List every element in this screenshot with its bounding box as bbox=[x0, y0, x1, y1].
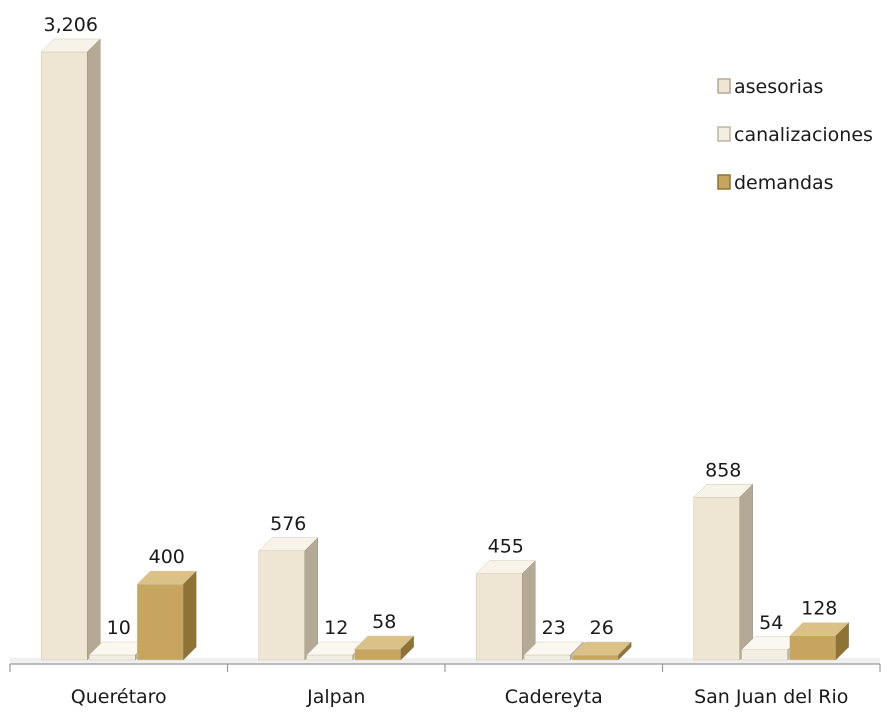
bar-front-face bbox=[258, 550, 305, 661]
axis-layer: Querétaro Jalpan Cadereyta San Juan del Rio bbox=[9, 658, 881, 708]
bar-asesorias-cadereyta bbox=[475, 560, 536, 661]
bar-front-face bbox=[741, 649, 788, 661]
data-label-demandas-cadereyta: 26 bbox=[590, 617, 614, 639]
data-label-asesorias-queretaro: 3,206 bbox=[44, 14, 98, 36]
bar-front-face bbox=[476, 573, 523, 661]
data-label-canalizaciones-cadereyta: 23 bbox=[542, 617, 566, 639]
bar-side-face bbox=[739, 483, 753, 661]
x-tick-label-queretaro: Querétaro bbox=[71, 686, 167, 708]
legend-label: asesorias bbox=[734, 76, 823, 98]
bar-front-face bbox=[354, 648, 401, 661]
bar-front-face bbox=[89, 654, 136, 661]
bar-front-face bbox=[524, 654, 571, 661]
bar-demandas-queretaro bbox=[136, 570, 197, 661]
legend: asesorias canalizaciones demandas bbox=[717, 76, 873, 194]
data-label-demandas-jalpan: 58 bbox=[372, 611, 396, 633]
bar-front-face bbox=[306, 654, 353, 661]
legend-item-canalizaciones: canalizaciones bbox=[717, 124, 873, 146]
x-tick-label-cadereyta: Cadereyta bbox=[505, 686, 603, 708]
bars-layer bbox=[40, 38, 850, 661]
bar-side-face bbox=[183, 570, 197, 661]
legend-label: demandas bbox=[734, 172, 834, 194]
data-label-canalizaciones-jalpan: 12 bbox=[324, 617, 348, 639]
floor-shadow bbox=[10, 658, 880, 664]
data-label-demandas-san-juan-del-rio: 128 bbox=[801, 598, 837, 620]
legend-swatch bbox=[717, 174, 731, 190]
data-labels-layer: 3,206 10 400 576 12 58 455 23 26 858 54 128 bbox=[44, 14, 838, 639]
bar-front-face bbox=[693, 497, 740, 661]
data-label-demandas-queretaro: 400 bbox=[149, 546, 185, 568]
legend-swatch bbox=[717, 78, 731, 94]
bar-side-face bbox=[87, 38, 101, 661]
data-label-asesorias-jalpan: 576 bbox=[270, 513, 306, 535]
legend-item-demandas: demandas bbox=[717, 172, 834, 194]
bar-asesorias-jalpan bbox=[258, 537, 319, 661]
legend-swatch bbox=[717, 126, 731, 142]
x-tick-label-san-juan-del-rio: San Juan del Rio bbox=[694, 686, 848, 708]
legend-item-asesorias: asesorias bbox=[717, 76, 823, 98]
bar-side-face bbox=[304, 537, 318, 661]
bar-front-face bbox=[572, 654, 619, 661]
bar-asesorias-san-juan-del-rio bbox=[693, 483, 754, 661]
bar-demandas-san-juan-del-rio bbox=[789, 622, 850, 661]
bar-side-face bbox=[618, 641, 632, 661]
data-label-canalizaciones-queretaro: 10 bbox=[107, 617, 131, 639]
bar-demandas-cadereyta bbox=[571, 641, 632, 661]
bar-asesorias-queretaro bbox=[40, 38, 101, 661]
data-label-canalizaciones-san-juan-del-rio: 54 bbox=[759, 612, 783, 634]
bar-front-face bbox=[41, 51, 88, 661]
bar-front-face bbox=[789, 635, 836, 661]
bar-front-face bbox=[137, 583, 184, 661]
bar-side-face bbox=[400, 635, 414, 661]
x-tick-label-jalpan: Jalpan bbox=[306, 686, 365, 708]
bar-side-face bbox=[835, 622, 849, 661]
data-label-asesorias-san-juan-del-rio: 858 bbox=[705, 459, 741, 481]
bar-demandas-jalpan bbox=[354, 635, 415, 661]
data-label-asesorias-cadereyta: 455 bbox=[488, 536, 524, 558]
bar-side-face bbox=[522, 560, 536, 661]
legend-label: canalizaciones bbox=[734, 124, 873, 146]
